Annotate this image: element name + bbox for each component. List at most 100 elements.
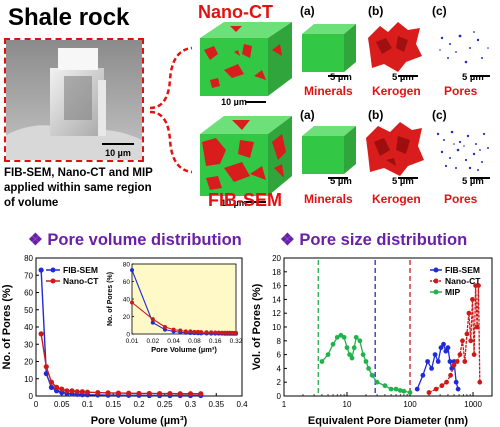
- nanoct-pores-label: Pores: [444, 84, 478, 98]
- data-point: [351, 345, 357, 351]
- inset-data-point: [130, 300, 134, 305]
- pore-size-title-text: Pore size distribution: [299, 231, 468, 249]
- data-point: [439, 383, 445, 389]
- data-point: [393, 386, 399, 392]
- data-point: [464, 331, 470, 337]
- data-point: [366, 366, 371, 371]
- data-point: [447, 359, 453, 364]
- data-point: [334, 334, 340, 340]
- data-point: [426, 390, 432, 395]
- fibsem-tag-b: (b): [368, 108, 384, 122]
- data-point: [425, 359, 430, 364]
- inset-data-point: [195, 329, 200, 334]
- data-point: [48, 384, 55, 390]
- data-point: [95, 389, 101, 396]
- inset-data-point: [209, 330, 214, 335]
- data-point: [330, 341, 336, 347]
- x-tick-label: 10: [343, 400, 352, 409]
- fibsem-pores-render: [436, 130, 490, 179]
- fibsem-pores-label: Pores: [444, 192, 478, 206]
- inset-data-point: [199, 330, 204, 335]
- inset-data-point: [130, 268, 134, 273]
- data-point: [341, 334, 347, 340]
- data-point: [325, 352, 331, 357]
- nanoct-tag-a: (a): [300, 4, 315, 18]
- legend-nanoct: Nano-CT: [63, 276, 99, 286]
- data-point: [470, 297, 475, 302]
- x-tick-label: 0.3: [185, 400, 197, 409]
- pore-size-legend: FIB-SEM Nano-CT MIP: [430, 265, 481, 297]
- data-point: [136, 390, 142, 397]
- data-point: [126, 390, 132, 396]
- page-title: Shale rock: [8, 4, 130, 31]
- inset-x-tick-label: 0.04: [167, 338, 180, 345]
- data-point: [401, 388, 407, 394]
- legend-nanoct-2: Nano-CT: [445, 276, 481, 286]
- legend-marker-mip: [433, 289, 439, 295]
- y-tick-label: 30: [24, 340, 33, 349]
- data-point: [349, 355, 355, 361]
- pore-volume-legend: FIB-SEM Nano-CT: [46, 265, 99, 286]
- data-point: [146, 390, 152, 397]
- fibsem-minerals-render: [302, 126, 356, 179]
- y-tick-label: 14: [272, 295, 281, 304]
- data-point: [420, 372, 426, 378]
- data-point: [477, 379, 483, 385]
- section-title-pore-size: ❖ Pore size distribution: [280, 231, 468, 249]
- inset-data-point: [171, 327, 176, 332]
- x-tick-label: 100: [403, 400, 417, 409]
- data-point: [369, 372, 375, 378]
- section-title-pore-volume: ❖ Pore volume distribution: [28, 231, 242, 249]
- data-point: [74, 389, 80, 395]
- inset-y-tick-label: 40: [123, 297, 131, 304]
- inset-x-tick-label: 0.02: [146, 338, 159, 345]
- data-point: [397, 388, 403, 393]
- data-point: [187, 391, 194, 397]
- figure-caption: FIB-SEM, Nano-CT and MIP applied within …: [4, 167, 153, 209]
- inset-data-point: [178, 328, 183, 333]
- data-point: [319, 359, 325, 364]
- data-point: [69, 388, 75, 394]
- inset-data-point: [183, 329, 188, 334]
- x-tick-label: 0: [34, 400, 39, 409]
- inset-y-tick-label: 0: [126, 332, 130, 339]
- inset-data-point: [219, 330, 224, 335]
- data-point: [474, 324, 480, 330]
- data-point: [460, 338, 465, 344]
- y-tick-label: 10: [24, 375, 33, 384]
- pore-volume-y-axis-label: No. of Pores (%): [1, 284, 13, 369]
- pore-size-y-axis-label: Vol. of Pores (%): [252, 283, 263, 370]
- data-point: [462, 359, 468, 364]
- data-point: [54, 384, 60, 390]
- data-point: [363, 359, 369, 364]
- fibsem-kerogen-scale: 5 µm: [392, 176, 414, 187]
- data-point: [454, 359, 460, 364]
- data-point: [443, 348, 449, 354]
- legend-marker-nanoct: [50, 278, 56, 284]
- nanoct-tag-c: (c): [432, 4, 447, 18]
- y-tick-label: 80: [24, 254, 33, 263]
- data-point: [64, 388, 70, 394]
- nanoct-cube-scale: 10 µm: [221, 97, 247, 106]
- data-point: [455, 386, 461, 392]
- sem-scale-label: 10 µm: [105, 148, 131, 158]
- fibsem-kerogen-render: [366, 122, 424, 179]
- data-point: [38, 331, 44, 337]
- sem-image: 10 µm: [6, 40, 142, 160]
- y-tick-label: 2: [277, 378, 282, 387]
- data-point: [84, 389, 91, 395]
- y-tick-label: 70: [24, 271, 33, 280]
- nanoct-kerogen-render: [368, 22, 422, 77]
- fibsem-kerogen-label: Kerogen: [372, 192, 421, 206]
- y-tick-label: 20: [272, 254, 281, 263]
- inset-y-axis-label: No. of Pores (%): [107, 272, 114, 326]
- data-point: [48, 379, 55, 385]
- y-tick-label: 10: [272, 323, 281, 332]
- data-point: [105, 390, 111, 396]
- nanoct-tag-b: (b): [368, 4, 384, 18]
- fibsem-pores-scale: 5 µm: [462, 176, 484, 187]
- data-point: [115, 390, 121, 396]
- legend-marker-fibsem-2: [433, 267, 439, 273]
- data-point: [432, 352, 438, 357]
- y-tick-label: 12: [272, 309, 281, 318]
